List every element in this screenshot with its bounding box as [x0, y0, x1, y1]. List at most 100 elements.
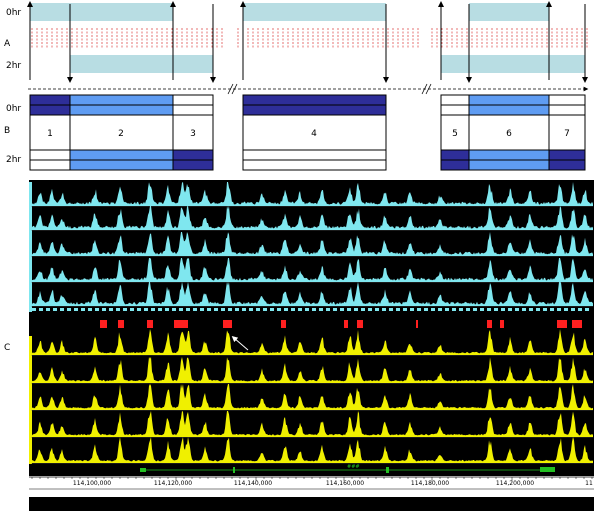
cyan-dash — [459, 308, 463, 311]
cyan-dash — [151, 308, 155, 311]
cyan-dash — [326, 308, 330, 311]
left-strip-cyan — [29, 182, 32, 312]
panel-a-arrows — [27, 1, 588, 83]
band-0hr-left — [30, 3, 173, 21]
cyan-dash — [81, 308, 85, 311]
box-number-1: 1 — [47, 129, 53, 139]
cyan-signal-track-1 — [31, 182, 593, 206]
band-2hr-right — [441, 55, 585, 73]
cyan-dash — [564, 308, 568, 311]
cyan-dash — [354, 308, 358, 311]
panel-c-letter: C — [4, 343, 10, 353]
peak-call — [344, 320, 348, 328]
cyan-dash — [333, 308, 337, 311]
cyan-dash — [39, 308, 43, 311]
cyan-dash — [193, 308, 197, 311]
panel-b-label-0hr: 0hr — [6, 104, 21, 114]
cyan-dash — [361, 308, 365, 311]
cyan-dash — [235, 308, 239, 311]
cyan-dash — [368, 308, 372, 311]
cyan-dash — [291, 308, 295, 311]
peak-call — [223, 320, 232, 328]
cyan-dash — [543, 308, 547, 311]
cyan-dash — [396, 308, 400, 311]
axis-tick-label-2: 114,120,000 — [154, 480, 192, 487]
cyan-dash — [60, 308, 64, 311]
cyan-dash — [284, 308, 288, 311]
cyan-dash — [410, 308, 414, 311]
peak-call — [147, 320, 153, 328]
cyan-dash — [256, 308, 260, 311]
cyan-dash — [487, 308, 491, 311]
box-number-2: 2 — [118, 129, 124, 139]
cyan-dash — [263, 308, 267, 311]
cyan-dash — [389, 308, 393, 311]
axis-tick-label-7: 11 — [585, 480, 593, 487]
yellow-signal-track-1 — [31, 329, 593, 355]
cyan-dash — [529, 308, 533, 311]
axis-tick-label-5: 114,180,000 — [411, 480, 449, 487]
cyan-dash — [466, 308, 470, 311]
bottom-bar — [29, 497, 594, 511]
band-0hr-middle — [243, 3, 386, 21]
panel-a-letter: A — [4, 39, 11, 49]
cyan-dash — [109, 308, 113, 311]
cyan-dash — [305, 308, 309, 311]
cyan-dash — [340, 308, 344, 311]
axis-tick-label-6: 114,200,000 — [496, 480, 534, 487]
cyan-dash — [452, 308, 456, 311]
box-number-4: 4 — [311, 129, 317, 139]
cyan-dash — [123, 308, 127, 311]
box-number-5: 5 — [452, 129, 458, 139]
peak-call — [281, 320, 286, 328]
cyan-dash — [158, 308, 162, 311]
cyan-dash — [494, 308, 498, 311]
cyan-dash — [74, 308, 78, 311]
cyan-dash — [32, 308, 36, 311]
panel-b: B 0hr 2hr 1 2 3 4 — [4, 94, 586, 171]
cyan-dash — [228, 308, 232, 311]
cyan-dash — [130, 308, 134, 311]
peak-call — [572, 320, 582, 328]
cyan-dash — [186, 308, 190, 311]
cyan-dash — [221, 308, 225, 311]
band-2hr-left — [70, 55, 213, 73]
panel-a: A 0hr 2hr — [4, 1, 589, 95]
cyan-dash — [417, 308, 421, 311]
cyan-dash — [207, 308, 211, 311]
panel-a-red-ticks — [31, 28, 588, 48]
peak-call — [500, 320, 504, 328]
peak-call — [557, 320, 567, 328]
cyan-dash — [515, 308, 519, 311]
cyan-signal-track-3 — [31, 232, 593, 256]
panel-b-outlines — [29, 94, 586, 171]
cyan-dash — [480, 308, 484, 311]
signal-tracks — [31, 182, 593, 464]
peak-calls — [100, 320, 582, 328]
cyan-dash — [277, 308, 281, 311]
panel-c: C ### 114,100,000 114,120,000 114,140,00… — [4, 180, 594, 511]
cyan-dash — [95, 308, 99, 311]
cyan-dash — [116, 308, 120, 311]
cyan-dash — [179, 308, 183, 311]
cyan-dash — [424, 308, 428, 311]
cyan-dash — [550, 308, 554, 311]
band-0hr-right — [469, 3, 549, 21]
cyan-dash — [522, 308, 526, 311]
cyan-dash — [53, 308, 57, 311]
coordinate-axis: 114,100,000 114,120,000 114,140,000 114,… — [29, 476, 594, 490]
peak-call — [100, 320, 107, 328]
box-number-3: 3 — [190, 129, 196, 139]
cyan-dash — [102, 308, 106, 311]
panel-a-label-0hr: 0hr — [6, 8, 21, 18]
box-number-6: 6 — [506, 129, 512, 139]
cyan-dash — [571, 308, 575, 311]
cyan-dash — [165, 308, 169, 311]
peak-call — [118, 320, 124, 328]
peak-call — [174, 320, 188, 328]
panel-b-label-2hr: 2hr — [6, 155, 21, 165]
cyan-dash — [382, 308, 386, 311]
cyan-dash — [270, 308, 274, 311]
axis-tick-label-4: 114,160,000 — [326, 480, 364, 487]
axis-tick-label-1: 114,100,000 — [73, 480, 111, 487]
